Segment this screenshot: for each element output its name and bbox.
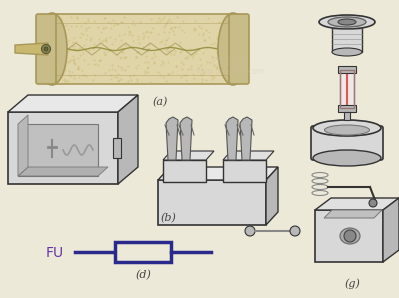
- Bar: [340, 70, 354, 108]
- Text: www.dqjs123.com: www.dqjs123.com: [196, 68, 265, 77]
- Ellipse shape: [313, 150, 381, 166]
- Polygon shape: [18, 167, 108, 176]
- Ellipse shape: [332, 48, 362, 56]
- Polygon shape: [324, 210, 382, 218]
- Circle shape: [44, 47, 48, 51]
- Polygon shape: [163, 151, 214, 160]
- Bar: [163, 160, 206, 182]
- Polygon shape: [158, 167, 278, 180]
- Circle shape: [290, 226, 300, 236]
- Bar: [338, 105, 356, 112]
- Bar: [344, 112, 350, 120]
- Ellipse shape: [319, 15, 375, 29]
- Ellipse shape: [37, 13, 67, 85]
- Polygon shape: [15, 43, 48, 55]
- FancyBboxPatch shape: [229, 14, 249, 84]
- Bar: [8, 112, 118, 184]
- Polygon shape: [180, 117, 192, 160]
- Circle shape: [41, 44, 51, 54]
- Ellipse shape: [218, 13, 248, 85]
- Polygon shape: [118, 95, 138, 184]
- Circle shape: [344, 230, 356, 242]
- Polygon shape: [226, 117, 238, 160]
- Bar: [158, 180, 266, 225]
- Text: FU: FU: [46, 246, 64, 260]
- FancyBboxPatch shape: [311, 126, 383, 160]
- Ellipse shape: [338, 19, 356, 25]
- Bar: [340, 70, 354, 108]
- Polygon shape: [240, 117, 252, 160]
- Text: (a): (a): [152, 97, 168, 107]
- Text: (d): (d): [135, 270, 151, 280]
- Polygon shape: [223, 151, 274, 160]
- Ellipse shape: [328, 17, 366, 27]
- Text: 电工技术之家: 电工技术之家: [212, 55, 248, 65]
- Circle shape: [245, 226, 255, 236]
- Ellipse shape: [324, 125, 369, 135]
- Bar: [115, 242, 171, 262]
- Polygon shape: [383, 198, 399, 262]
- Bar: [223, 160, 266, 182]
- Text: (b): (b): [160, 213, 176, 223]
- Polygon shape: [18, 115, 28, 176]
- Polygon shape: [315, 198, 399, 210]
- FancyBboxPatch shape: [48, 14, 237, 84]
- Ellipse shape: [340, 228, 360, 244]
- Polygon shape: [166, 117, 178, 160]
- Polygon shape: [8, 95, 138, 112]
- Ellipse shape: [313, 120, 381, 136]
- Polygon shape: [266, 167, 278, 225]
- Bar: [338, 66, 356, 73]
- Bar: [315, 210, 383, 262]
- FancyBboxPatch shape: [36, 14, 56, 84]
- Text: (g): (g): [344, 278, 360, 288]
- Circle shape: [369, 199, 377, 207]
- Bar: [332, 22, 362, 52]
- Bar: [113, 138, 121, 158]
- Bar: [18, 124, 98, 176]
